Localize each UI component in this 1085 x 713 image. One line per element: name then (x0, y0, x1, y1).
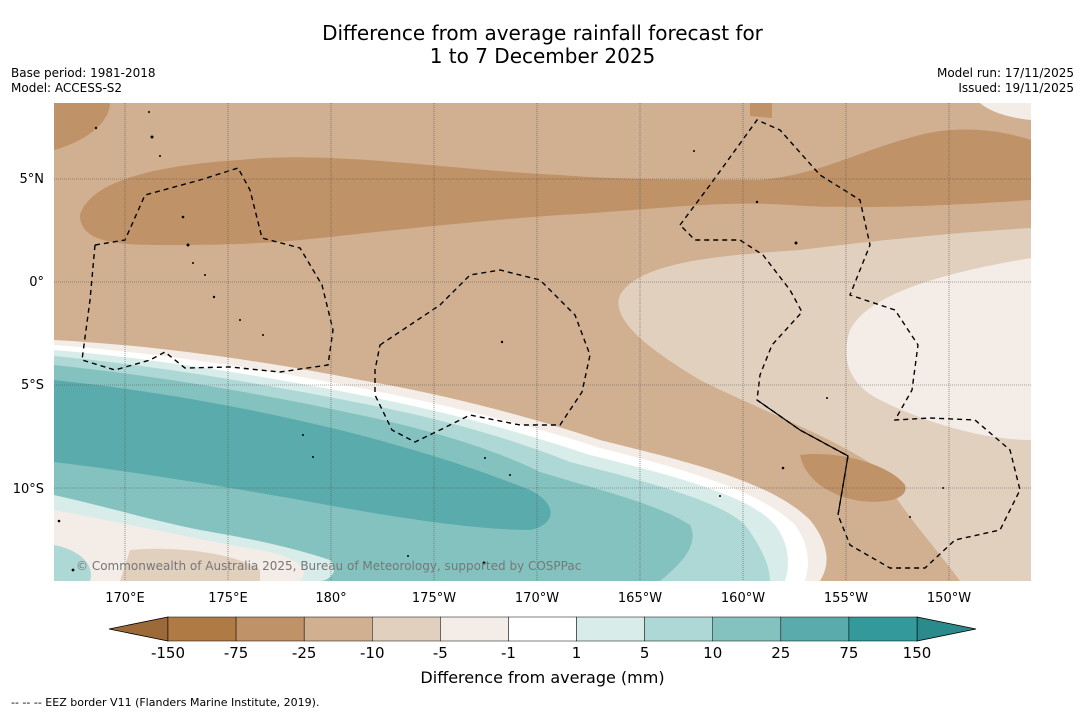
metadata-left: Base period: 1981-2018 Model: ACCESS-S2 (11, 66, 156, 96)
copyright-text: © Commonwealth of Australia 2025, Bureau… (76, 559, 581, 573)
lon-label: 155°W (824, 591, 868, 606)
issued-date: Issued: 19/11/2025 (958, 81, 1074, 95)
very-wet (54, 380, 551, 530)
lon-label: 175°W (412, 591, 456, 606)
title-line-1: Difference from average rainfall forecas… (322, 21, 763, 45)
colorbar-cell (372, 616, 441, 642)
lon-label: 175°E (208, 591, 248, 606)
colorbar-tick-label: -1 (501, 644, 516, 662)
map-title: Difference from average rainfall forecas… (0, 22, 1085, 68)
dry-patch (54, 103, 110, 150)
lon-label: 165°W (618, 591, 662, 606)
colorbar-cell (303, 616, 373, 642)
lat-label: 5°N (20, 172, 45, 187)
slight-dry-east (846, 258, 1031, 440)
model-run: Model run: 17/11/2025 (936, 66, 1074, 80)
colorbar-cell (644, 616, 713, 642)
eez-footnote: -- -- -- EEZ border V11 (Flanders Marine… (11, 696, 320, 709)
colorbar-tick-label: -75 (224, 644, 249, 662)
colorbar-tick-label: -25 (292, 644, 317, 662)
eez-solid-border (756, 399, 849, 516)
graticule (54, 103, 1031, 581)
legend-title: Difference from average (mm) (420, 668, 665, 687)
colorbar-tick-label: 5 (640, 644, 650, 662)
colorbar-tick-label: -150 (151, 644, 185, 662)
colorbar-tick-label: 150 (903, 644, 932, 662)
title-line-2: 1 to 7 December 2025 (429, 44, 656, 68)
map-field: © Commonwealth of Australia 2025, Bureau… (54, 103, 1031, 581)
latitude-labels: 5°N 0° 5°S 10°S (13, 172, 44, 497)
islands (57, 111, 944, 572)
colorbar-extend-left (108, 616, 169, 642)
metadata-right: Model run: 17/11/2025 Issued: 19/11/2025 (937, 66, 1074, 96)
colorbar-cell (712, 616, 782, 642)
legend-colorbar: -150 -75 -25 -10 -5 -1 1 5 10 25 75 150 (108, 616, 977, 662)
colorbar-tick-label: 10 (703, 644, 722, 662)
lat-label: 5°S (21, 378, 44, 393)
colorbar-cell (780, 616, 850, 642)
colorbar-cell (508, 616, 577, 642)
slight-dry-corner (980, 103, 1031, 120)
colorbar-tick-label: -10 (360, 644, 385, 662)
colorbar-cell (576, 616, 645, 642)
lat-label: 10°S (13, 482, 44, 497)
wet-corner (54, 545, 91, 581)
lat-label: 0° (29, 275, 44, 290)
eez-borders (81, 119, 1021, 569)
model-name: Model: ACCESS-S2 (11, 81, 123, 95)
colorbar-tick-label: 1 (572, 644, 582, 662)
lon-label: 160°W (721, 591, 765, 606)
colorbar-cell (167, 616, 237, 642)
dry-patch-southeast (800, 454, 906, 502)
lon-label: 180° (315, 591, 346, 606)
colorbar-tick-label: 75 (839, 644, 858, 662)
lon-label: 170°W (515, 591, 559, 606)
lon-label: 150°W (927, 591, 971, 606)
colorbar-tick-label: -5 (433, 644, 448, 662)
colorbar-extend-right (916, 616, 977, 642)
dry-band (80, 129, 1031, 245)
colorbar-cell (848, 616, 918, 642)
colorbar-tick-label: 25 (771, 644, 790, 662)
base-period: Base period: 1981-2018 (11, 66, 156, 80)
lon-label: 170°E (105, 591, 145, 606)
moderate-dry-lower (120, 548, 260, 581)
colorbar-cell (440, 616, 509, 642)
longitude-labels: 170°E 175°E 180° 175°W 170°W 165°W 160°W… (105, 591, 971, 606)
colorbar-cell (235, 616, 305, 642)
dry-patch-north (750, 103, 772, 118)
